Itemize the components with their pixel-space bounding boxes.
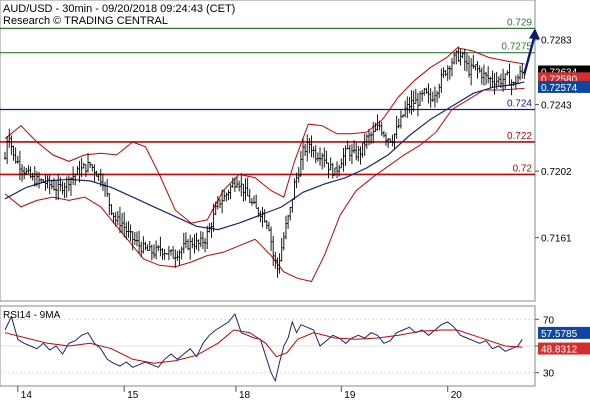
x-tick-label-4: 20 [451, 390, 463, 400]
x-tick-label-2: 18 [239, 390, 251, 400]
x-tick-label-0: 14 [21, 390, 33, 400]
x-tick-label-3: 19 [344, 390, 356, 400]
rsi-ma-badge: 48.8312 [541, 345, 578, 356]
rsi-current-badge: 57.5785 [541, 329, 578, 340]
rsi-label: RSI14 - 9MA [3, 310, 61, 321]
rsi-tick-label-2: 30 [543, 369, 555, 380]
level-label-3: 0.722 [507, 131, 532, 142]
main-panel-frame [0, 0, 536, 302]
rsi-ma-badge-bg [538, 342, 590, 355]
level-label-2: 0.724 [507, 98, 532, 109]
price-badge-1: 0.72574 [541, 83, 578, 94]
bollinger-upper-line [4, 47, 525, 224]
y-tick-label-1: 0.7243 [541, 101, 572, 112]
level-label-0: 0.729 [507, 17, 532, 28]
y-tick-label-0: 0.7283 [541, 36, 572, 47]
forecast-arrow-head [529, 28, 540, 40]
forecast-arrow-shaft [523, 34, 537, 75]
y-axis-ticks: 0.7283 0.7243 0.7202 0.7161 [535, 36, 572, 245]
rsi-current-badge-bg [538, 326, 590, 339]
rsi-ma-line [4, 329, 523, 364]
moving-average-line [4, 81, 525, 231]
level-label-1: 0.7275 [501, 42, 532, 53]
header-source: Research © TRADING CENTRAL [3, 15, 168, 27]
header-title: AUD/USD - 30min - 09/20/2018 09:24:43 (C… [3, 3, 235, 15]
level-label-4: 0.72 [513, 163, 533, 174]
y-tick-label-3: 0.7161 [541, 234, 572, 245]
x-tick-label-1: 15 [127, 390, 139, 400]
rsi-badges: 57.5785 48.8312 [538, 326, 590, 356]
rsi-tick-label-0: 70 [543, 315, 555, 326]
x-axis-ticks: 14 15 18 19 20 [17, 386, 463, 400]
forecast-arrow [523, 28, 540, 75]
y-tick-label-2: 0.7202 [541, 167, 572, 178]
price-badge-0: 0.72580 [541, 74, 578, 85]
price-badge-1-bg [538, 80, 590, 93]
bollinger-lower-line [4, 87, 525, 283]
price-bars [3, 46, 526, 278]
